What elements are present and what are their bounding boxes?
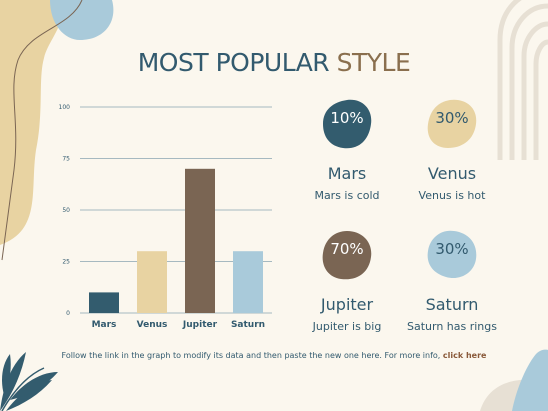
y-tick-label: 0: [66, 310, 70, 317]
stat-jupiter: 70% Jupiter Jupiter is big: [287, 227, 407, 333]
bar: [185, 168, 215, 313]
bar: [137, 251, 167, 313]
stat-name-saturn: Saturn: [425, 295, 479, 314]
blue-blob-bottom-right: [512, 349, 548, 411]
footer-text: Follow the link in the graph to modify i…: [61, 351, 443, 360]
stat-value-saturn: 30%: [435, 240, 469, 258]
footer-note: Follow the link in the graph to modify i…: [0, 351, 548, 360]
stat-blob-jupiter: 70%: [287, 227, 407, 283]
bar: [89, 292, 119, 313]
x-tick-label: Saturn: [231, 320, 265, 330]
saturn-blob-shape: [427, 230, 477, 279]
x-tick-label: Mars: [92, 320, 117, 330]
title-part-1: MOST POPULAR: [137, 48, 330, 77]
x-tick-label: Venus: [137, 320, 168, 330]
stat-saturn: 30% Saturn Saturn has rings: [392, 227, 512, 333]
stat-value-venus: 30%: [435, 109, 469, 127]
blue-blob-top-left: [50, 0, 114, 40]
y-tick-label: 50: [62, 207, 70, 214]
y-tick-label: 100: [59, 104, 71, 111]
stat-desc-jupiter: Jupiter is big: [312, 320, 382, 333]
mars-blob-shape: [323, 99, 372, 149]
title-part-2: STYLE: [336, 48, 411, 77]
stat-name-venus: Venus: [427, 164, 477, 183]
arches-top-right: [497, 0, 548, 160]
leaves-bottom-left: [0, 352, 58, 411]
y-tick-label: 25: [62, 259, 70, 266]
stat-blob-saturn: 30%: [392, 227, 512, 283]
line-top-left: [1, 0, 83, 261]
stat-blob-venus: 30%: [392, 96, 512, 152]
bar: [233, 251, 263, 313]
stat-desc-venus: Venus is hot: [418, 189, 486, 202]
stat-desc-mars: Mars is cold: [314, 189, 380, 202]
venus-blob-shape: [427, 99, 477, 148]
y-tick-label: 75: [62, 156, 70, 163]
stat-blob-mars: 10%: [287, 96, 407, 152]
stat-value-jupiter: 70%: [330, 240, 364, 258]
beige-blob-top-left: [0, 0, 63, 245]
stat-name-jupiter: Jupiter: [320, 295, 374, 314]
jupiter-blob-shape: [322, 231, 372, 280]
leaf-stem: [1, 367, 45, 411]
stat-value-mars: 10%: [330, 109, 364, 127]
stat-desc-saturn: Saturn has rings: [406, 320, 497, 333]
stat-venus: 30% Venus Venus is hot: [392, 96, 512, 202]
footer-link[interactable]: click here: [442, 351, 487, 360]
page-title: MOST POPULAR STYLE: [0, 48, 548, 77]
stat-name-mars: Mars: [327, 164, 367, 183]
x-tick-label: Jupiter: [182, 320, 218, 330]
stat-mars: 10% Mars Mars is cold: [287, 96, 407, 202]
